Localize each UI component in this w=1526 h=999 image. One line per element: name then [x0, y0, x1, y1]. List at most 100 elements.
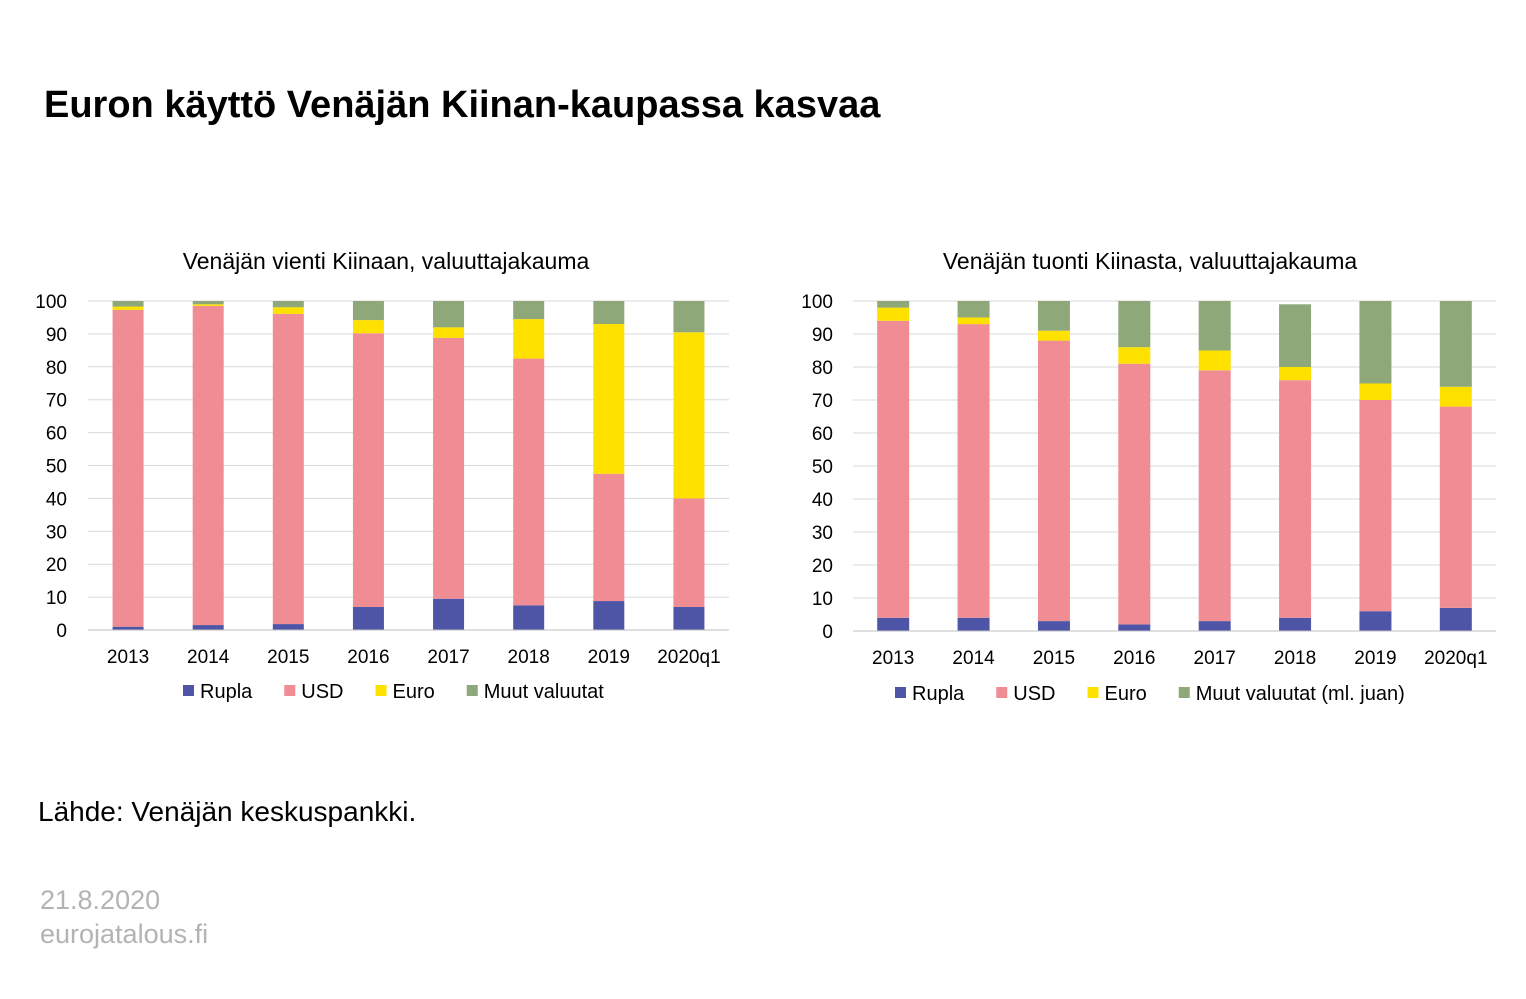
- import-bar-euro: [877, 307, 910, 321]
- import-legend-label: Muut valuutat (ml. juan): [1196, 683, 1405, 705]
- export-bar-euro: [593, 324, 625, 474]
- export-x-tick-label: 2019: [588, 647, 630, 668]
- export-bar-rupla: [112, 626, 144, 630]
- export-bar-usd: [513, 358, 545, 606]
- export-bar-rupla: [272, 624, 304, 630]
- export-legend-label: Rupla: [200, 681, 253, 703]
- export-y-tick-label: 10: [46, 588, 67, 609]
- export-y-tick-label: 40: [46, 489, 67, 510]
- export-bar-muut-valuutat: [593, 301, 625, 325]
- import-y-tick-label: 60: [812, 424, 833, 445]
- import-legend: Rupla USD Euro Muut valuutat (ml. juan): [895, 683, 1405, 705]
- export-bar-rupla: [192, 625, 224, 630]
- export-bar-rupla: [513, 605, 545, 630]
- export-bar-rupla: [352, 606, 384, 630]
- export-bar-euro: [433, 327, 465, 338]
- import-x-tick-label: 2015: [1033, 648, 1075, 669]
- footer: 21.8.2020 eurojatalous.fi: [40, 883, 208, 951]
- export-x-tick-label: 2013: [107, 647, 149, 668]
- page-title: Euron käyttö Venäjän Kiinan-kaupassa kas…: [44, 84, 881, 126]
- import-bar-rupla: [1118, 624, 1151, 631]
- export-legend-swatch: [183, 685, 194, 696]
- import-y-tick-label: 50: [812, 457, 833, 478]
- import-bar-muut-valuutat-ml-juan: [1198, 301, 1231, 351]
- export-y-tick-label: 0: [56, 621, 67, 642]
- import-legend-swatch: [895, 687, 906, 698]
- footer-site: eurojatalous.fi: [40, 919, 209, 949]
- import-y-tick-label: 20: [812, 556, 833, 577]
- import-bar-euro: [1279, 367, 1312, 381]
- import-x-tick-label: 2020q1: [1424, 648, 1487, 669]
- export-y-tick-label: 20: [46, 555, 67, 576]
- import-x-tick-label: 2017: [1194, 648, 1236, 669]
- import-bar-muut-valuutat-ml-juan: [1279, 304, 1312, 367]
- import-y-tick-label: 70: [812, 391, 833, 412]
- export-bar-euro: [352, 320, 384, 334]
- export-legend-swatch: [466, 685, 478, 696]
- export-bar-rupla: [593, 601, 625, 630]
- export-y-tick-label: 70: [46, 391, 67, 412]
- export-bar-usd: [593, 473, 625, 602]
- export-legend-swatch: [375, 685, 387, 696]
- export-bar-muut-valuutat: [112, 301, 144, 307]
- export-y-tick-label: 60: [46, 424, 67, 445]
- export-bar-muut-valuutat: [433, 301, 465, 328]
- import-bar-usd: [1037, 340, 1070, 622]
- export-bar-usd: [433, 337, 465, 599]
- export-x-tick-label: 2018: [508, 647, 550, 668]
- export-y-tick-label: 50: [46, 457, 67, 478]
- export-legend: Rupla USD Euro Muut valuutat: [183, 681, 604, 703]
- export-chart: Venäjän vienti Kiinaan, valuuttajakauma 0…: [35, 248, 729, 703]
- import-bar-euro: [1359, 383, 1392, 400]
- export-legend-label: USD: [301, 681, 343, 703]
- export-bar-euro: [673, 332, 705, 499]
- import-x-tick-label: 2019: [1354, 648, 1396, 669]
- export-legend-label: Muut valuutat: [484, 681, 605, 703]
- import-bar-usd: [1118, 363, 1151, 625]
- export-bar-euro: [192, 304, 224, 306]
- import-legend-swatch: [1178, 687, 1190, 698]
- export-x-tick-label: 2020q1: [657, 647, 720, 668]
- import-x-tick-label: 2014: [952, 648, 995, 669]
- source-note: Lähde: Venäjän keskuspankki.: [38, 796, 417, 827]
- import-bar-usd: [957, 324, 990, 618]
- export-bar-usd: [112, 309, 144, 627]
- import-bar-muut-valuutat-ml-juan: [1037, 301, 1070, 331]
- export-y-tick-label: 90: [46, 325, 67, 346]
- import-y-tick-label: 40: [812, 490, 833, 511]
- import-y-tick-label: 90: [812, 325, 833, 346]
- import-bar-euro: [1198, 350, 1231, 371]
- export-bar-usd: [673, 498, 705, 607]
- import-x-tick-label: 2013: [872, 648, 914, 669]
- import-bar-muut-valuutat-ml-juan: [1359, 301, 1392, 384]
- import-legend-label: Euro: [1105, 683, 1147, 705]
- import-legend-label: USD: [1013, 683, 1055, 705]
- export-bar-rupla: [433, 598, 465, 630]
- import-x-tick-label: 2018: [1274, 648, 1316, 669]
- import-bar-rupla: [1198, 621, 1231, 631]
- import-y-tick-label: 80: [812, 358, 833, 379]
- export-bar-muut-valuutat: [513, 301, 545, 320]
- import-bar-usd: [1198, 370, 1231, 622]
- import-chart: Venäjän tuonti Kiinasta, valuuttajakauma…: [801, 248, 1496, 705]
- import-bar-rupla: [1439, 607, 1472, 631]
- export-x-tick-label: 2015: [267, 647, 309, 668]
- footer-date: 21.8.2020: [40, 885, 161, 915]
- export-y-tick-label: 100: [35, 292, 67, 313]
- export-x-tick-label: 2016: [347, 647, 389, 668]
- import-bar-rupla: [957, 617, 990, 631]
- import-bar-euro: [1118, 347, 1151, 364]
- export-x-tick-label: 2014: [187, 647, 230, 668]
- import-bar-rupla: [1359, 611, 1392, 631]
- export-bar-euro: [272, 307, 304, 314]
- export-bar-euro: [112, 306, 144, 310]
- import-bar-usd: [877, 320, 910, 618]
- export-y-tick-label: 80: [46, 358, 67, 379]
- import-legend-swatch: [996, 687, 1008, 698]
- import-bar-rupla: [1279, 617, 1312, 631]
- import-legend-swatch: [1087, 687, 1099, 698]
- export-x-tick-label: 2017: [427, 647, 469, 668]
- export-bar-usd: [352, 333, 384, 607]
- import-y-tick-label: 0: [822, 622, 833, 643]
